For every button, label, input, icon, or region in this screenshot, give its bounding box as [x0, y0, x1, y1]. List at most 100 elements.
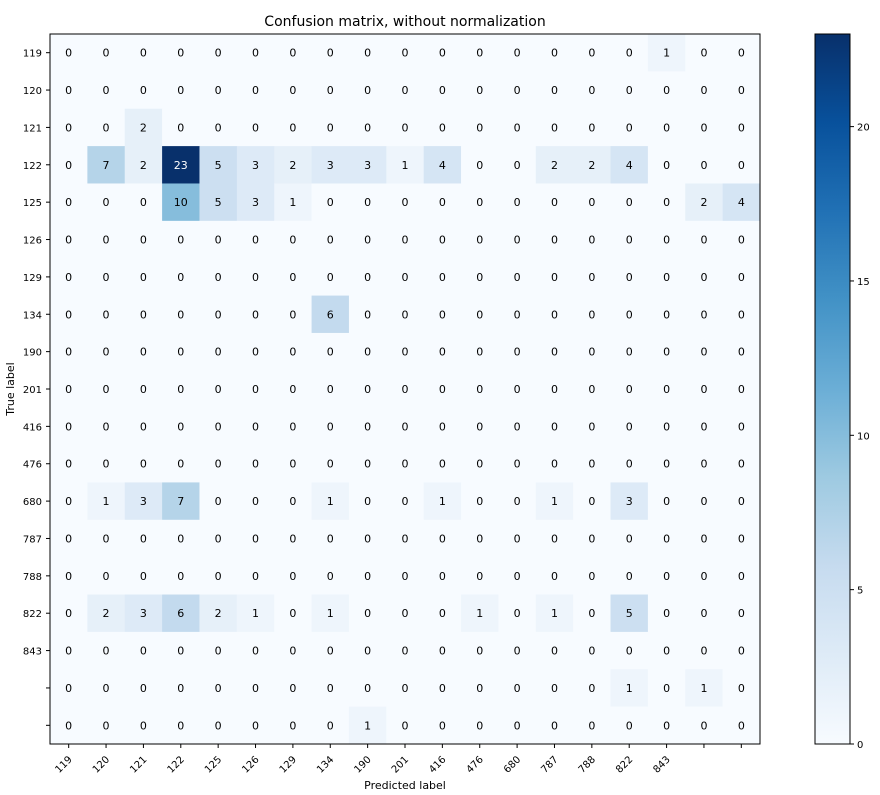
x-axis-label: Predicted label	[364, 779, 446, 792]
x-tick-label: 476	[465, 754, 486, 775]
y-tick-label: 119	[23, 49, 42, 60]
cell-value-label: 0	[402, 570, 409, 583]
heatmap-cell	[236, 146, 275, 184]
x-tick-label: 416	[427, 754, 448, 775]
cell-value-label: 0	[700, 47, 707, 60]
cell-value-label: 0	[65, 383, 72, 396]
cell-value-label: 0	[215, 47, 222, 60]
cell-value-label: 1	[439, 495, 446, 508]
heatmap-cell	[274, 482, 312, 521]
cell-value-label: 0	[476, 346, 483, 359]
heatmap-cell	[610, 706, 649, 745]
cell-value-label: 0	[327, 719, 334, 732]
cell-value-label: 0	[700, 84, 707, 97]
cell-value-label: 0	[439, 645, 446, 658]
cell-value-label: 0	[252, 645, 259, 658]
cell-value-label: 2	[289, 159, 296, 172]
heatmap-cell	[236, 594, 275, 633]
cell-value-label: 0	[252, 47, 259, 60]
cell-value-label: 0	[738, 719, 745, 732]
cell-value-label: 0	[364, 84, 371, 97]
cell-value-label: 0	[514, 420, 521, 433]
heatmap-cell	[199, 220, 238, 259]
cell-value-label: 0	[215, 682, 222, 695]
cell-value-label: 0	[140, 458, 147, 471]
heatmap-cell	[647, 146, 686, 184]
cell-value-label: 0	[551, 420, 558, 433]
heatmap-cell	[87, 220, 126, 259]
heatmap-cell	[386, 258, 424, 296]
cell-value-label: 3	[327, 159, 334, 172]
cell-value-label: 0	[663, 495, 670, 508]
cell-value-label: 0	[327, 234, 334, 247]
heatmap-cell	[498, 146, 537, 184]
heatmap-cell	[199, 108, 238, 147]
colorbar-tick-label: 15	[857, 277, 870, 288]
cell-value-label: 0	[364, 308, 371, 321]
cell-value-label: 0	[177, 420, 184, 433]
y-tick-label: 843	[23, 647, 42, 658]
cell-value-label: 0	[626, 719, 633, 732]
heatmap-cell	[535, 594, 574, 633]
cell-value-label: 0	[289, 570, 296, 583]
cell-value-label: 0	[476, 383, 483, 396]
cell-value-label: 0	[588, 420, 595, 433]
cell-value-label: 0	[514, 159, 521, 172]
cell-value-label: 0	[103, 47, 110, 60]
heatmap-cell	[685, 706, 723, 745]
heatmap-cell	[647, 332, 686, 371]
cell-value-label: 0	[439, 682, 446, 695]
heatmap-cell	[50, 258, 88, 296]
heatmap-cell	[610, 557, 649, 595]
heatmap-cell	[498, 258, 537, 296]
heatmap-cell	[199, 146, 238, 184]
cell-value-label: 3	[140, 495, 147, 508]
heatmap-cell	[124, 370, 163, 408]
heatmap-cell	[87, 332, 126, 371]
cell-value-label: 0	[364, 271, 371, 284]
heatmap-cell	[87, 407, 126, 446]
cell-value-label: 0	[738, 346, 745, 359]
cell-value-label: 0	[476, 719, 483, 732]
heatmap-cell	[535, 295, 574, 334]
heatmap-cell	[311, 594, 350, 633]
heatmap-cell	[722, 183, 761, 222]
cell-value-label: 0	[551, 719, 558, 732]
heatmap-cell	[236, 332, 275, 371]
heatmap-cell	[87, 71, 126, 110]
heatmap-cell	[461, 295, 499, 334]
heatmap-cell	[722, 71, 761, 110]
heatmap-cell	[162, 295, 200, 334]
heatmap-cell	[124, 669, 163, 707]
cell-value-label: 4	[439, 159, 446, 172]
cell-value-label: 0	[663, 346, 670, 359]
heatmap-cell	[647, 706, 686, 745]
cell-value-label: 0	[476, 234, 483, 247]
heatmap-cell	[722, 519, 761, 558]
cell-value-label: 0	[588, 346, 595, 359]
cell-value-label: 0	[700, 234, 707, 247]
heatmap-cell	[423, 183, 462, 222]
cell-value-label: 0	[439, 383, 446, 396]
cell-value-label: 0	[626, 645, 633, 658]
heatmap-cell	[50, 594, 88, 633]
heatmap-cell	[461, 519, 499, 558]
heatmap-cell	[535, 370, 574, 408]
cell-value-label: 0	[289, 84, 296, 97]
heatmap-cell	[573, 557, 611, 595]
cell-value-label: 0	[65, 84, 72, 97]
cell-value-label: 2	[551, 159, 558, 172]
y-tick-label: 201	[23, 385, 42, 396]
heatmap-cell	[722, 557, 761, 595]
cell-value-label: 0	[364, 47, 371, 60]
heatmap-cell	[535, 407, 574, 446]
cell-value-label: 0	[402, 645, 409, 658]
heatmap-cell	[722, 146, 761, 184]
heatmap-cell	[610, 519, 649, 558]
heatmap-cell	[124, 706, 163, 745]
heatmap-cell	[386, 183, 424, 222]
heatmap-cell	[461, 220, 499, 259]
cell-value-label: 0	[177, 47, 184, 60]
heatmap-cell	[573, 370, 611, 408]
cell-value-label: 0	[626, 47, 633, 60]
